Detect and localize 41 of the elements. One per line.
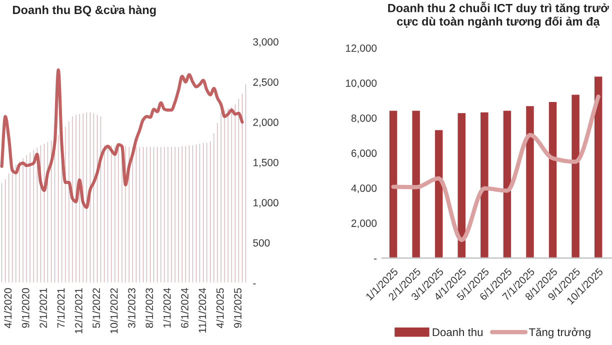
bar [434,128,444,258]
bar [548,100,558,258]
x-tick-label: 5/1/2022 [92,288,100,328]
y-tick-label: 8,000 [351,114,377,124]
y-tick-label: 4,000 [351,184,377,194]
bar [410,109,422,258]
bar [456,112,467,258]
bar [593,75,604,258]
y-tick-label: 10,000 [346,79,377,88]
x-tick-label: 8/1/2023 [145,288,154,328]
x-tick-label: 3/1/2023 [128,288,136,328]
y-tick-label: 6,000 [351,150,377,158]
x-tick-label: 10/1/2022 [110,288,118,334]
chart-title: Doanh thu 2 chuỗi ICT duy trì tăng trưở cực dù toàn ngành tương đối ảm đạ [388,2,609,28]
x-tick-label: 9/1/2020 [22,288,30,328]
y-tick-label: 2,000 [351,220,377,228]
x-tick-label: 1/1/2024 [163,288,171,328]
legend-label: Tăng trưởng [529,328,590,338]
y2-tick-label: 500 [253,239,270,247]
x-tick-label: 4/1/2025 [216,288,224,328]
y2-tick-label: 3,000 [253,38,278,47]
y2-tick-label: 1,000 [254,199,278,208]
chart-title: Doanh thu BQ &cửa hàng [13,5,156,16]
y2-tick-label: 2,000 [253,118,278,128]
bar [502,109,512,258]
x-tick-label: 6/1/2024 [180,288,188,328]
bar [524,104,536,258]
x-tick-label: 7/1/2021 [57,288,65,328]
x-tick-label: 2/1/2021 [39,288,47,328]
y-tick-label: - [374,258,377,260]
x-tick-label: 12/1/2021 [74,288,82,334]
x-tick-label: 4/1/2020 [4,288,12,328]
bar [570,93,581,258]
bar [479,110,490,258]
bar [388,109,399,258]
x-tick-label: 9/1/2025 [234,288,242,328]
y2-tick-label: 1,500 [254,158,278,168]
y-tick-label: 12,000 [346,44,377,54]
legend-label: Doanh thu [432,328,482,336]
x-tick-label: 11/1/2024 [198,288,206,333]
y2-tick-label: 2,500 [253,78,278,88]
